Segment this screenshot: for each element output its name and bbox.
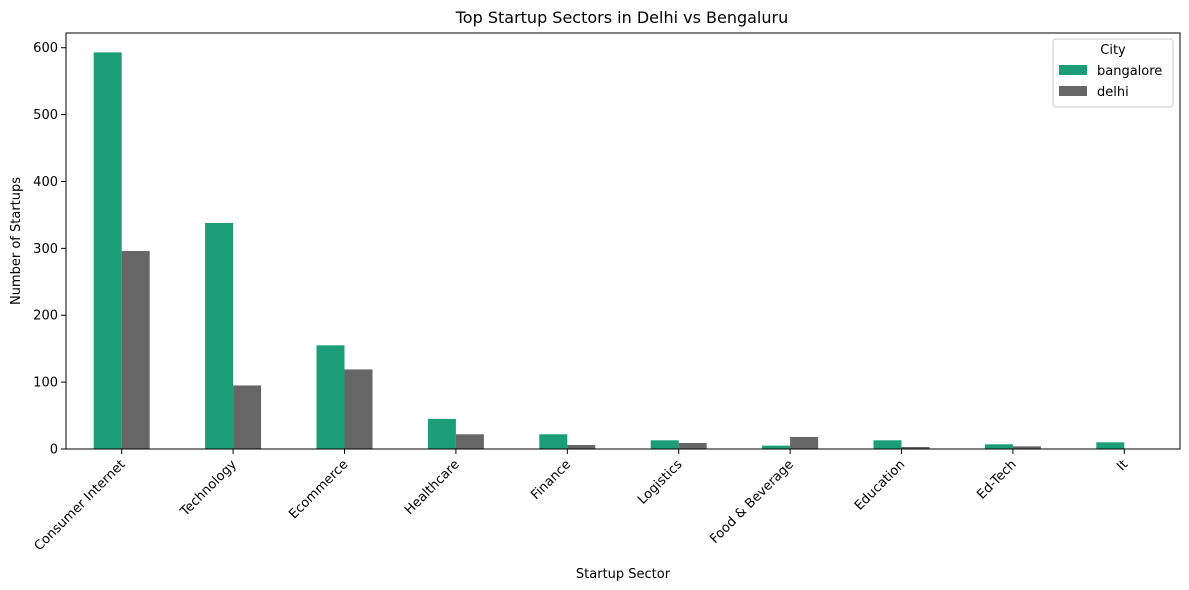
- legend-title: City: [1100, 43, 1126, 58]
- x-tick-label-1: Technology: [177, 457, 240, 520]
- x-tick-label-7: Education: [852, 457, 908, 513]
- x-tick-label-4: Finance: [528, 457, 574, 503]
- y-axis-label: Number of Startups: [9, 177, 24, 305]
- y-tick-label-4: 400: [33, 175, 58, 190]
- y-axis: 0 100 200 300 400 500 600: [33, 41, 66, 458]
- bar-delhi-0: [121, 251, 150, 449]
- x-axis: Consumer Internet Technology Ecommerce Heal…: [32, 449, 1131, 554]
- bar-delhi-8: [1012, 446, 1041, 449]
- x-axis-label: Startup Sector: [576, 567, 671, 582]
- legend-swatch-delhi: [1059, 86, 1087, 96]
- bar-bangalore-1: [205, 222, 234, 449]
- bar-delhi-5: [678, 442, 707, 449]
- bar-bangalore-8: [984, 444, 1013, 449]
- legend-label-bangalore: bangalore: [1097, 64, 1162, 79]
- y-tick-label-1: 100: [33, 376, 58, 391]
- y-tick-label-2: 200: [33, 309, 58, 324]
- bars-group: [93, 52, 1125, 449]
- x-tick-label-5: Logistics: [635, 457, 686, 508]
- bar-bangalore-7: [873, 440, 902, 449]
- bar-delhi-3: [455, 434, 484, 449]
- bar-bangalore-5: [650, 440, 679, 449]
- y-tick-label-6: 600: [33, 41, 58, 56]
- bar-bangalore-2: [316, 345, 345, 449]
- x-tick-label-9: It: [1114, 457, 1131, 474]
- bar-bangalore-9: [1096, 442, 1125, 449]
- x-tick-label-8: Ed-Tech: [974, 457, 1019, 502]
- bar-bangalore-4: [539, 434, 568, 449]
- bar-bangalore-3: [427, 418, 456, 449]
- y-tick-label-0: 0: [50, 443, 58, 458]
- chart-title: Top Startup Sectors in Delhi vs Bengalur…: [455, 8, 788, 27]
- bar-bangalore-6: [762, 445, 791, 449]
- bar-bangalore-0: [93, 52, 122, 449]
- x-tick-label-6: Food & Beverage: [707, 457, 797, 547]
- x-tick-label-2: Ecommerce: [286, 457, 351, 522]
- bar-delhi-1: [233, 385, 262, 449]
- plot-frame: [65, 32, 1181, 450]
- legend: City bangalore delhi: [1052, 38, 1174, 108]
- bar-delhi-2: [344, 369, 373, 449]
- x-tick-label-3: Healthcare: [402, 457, 463, 518]
- bar-delhi-4: [567, 444, 596, 449]
- bar-delhi-6: [790, 436, 819, 449]
- legend-label-delhi: delhi: [1097, 85, 1129, 100]
- y-tick-label-3: 300: [33, 242, 58, 257]
- x-tick-label-0: Consumer Internet: [32, 457, 129, 554]
- y-tick-label-5: 500: [33, 108, 58, 123]
- bar-delhi-7: [901, 446, 930, 449]
- legend-swatch-bangalore: [1059, 65, 1087, 75]
